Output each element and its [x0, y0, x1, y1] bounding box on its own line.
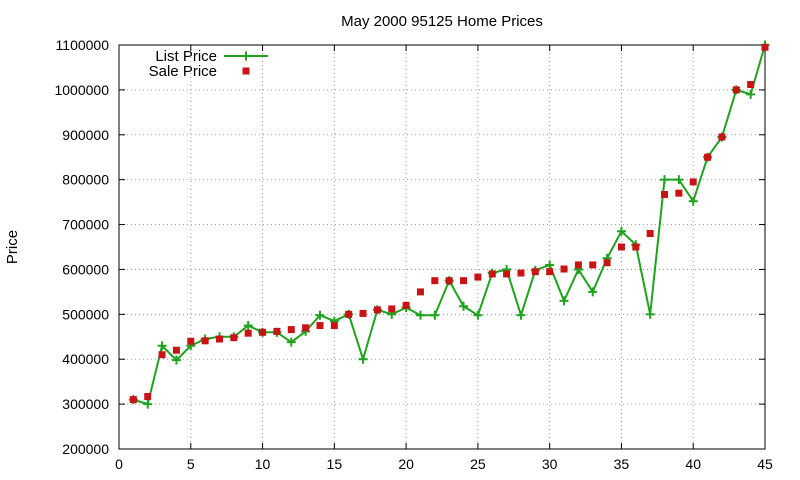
sale-price-point	[345, 310, 353, 318]
sale-price-point	[316, 322, 324, 330]
sale-price-point	[129, 396, 137, 404]
y-tick-label: 400000	[62, 351, 109, 367]
sale-price-point	[402, 301, 410, 309]
plot-frame	[118, 44, 766, 450]
list-price-point	[516, 310, 526, 320]
sale-price-point	[259, 328, 267, 336]
sale-price-point	[617, 243, 625, 251]
x-tick-label: 40	[685, 456, 701, 472]
list-price-point	[674, 175, 684, 185]
sale-price-point	[488, 270, 496, 278]
list-price-point	[660, 175, 670, 185]
sale-price-point	[560, 265, 568, 273]
series	[128, 40, 770, 409]
sale-price-point	[574, 261, 582, 269]
sale-price-point	[201, 337, 209, 345]
sale-price-point	[158, 351, 166, 359]
list-price-point	[243, 321, 253, 331]
sale-price-point	[230, 334, 238, 342]
sale-price-point	[732, 86, 740, 94]
legend: List Price Sale Price	[149, 48, 268, 80]
sale-price-point	[747, 81, 755, 89]
x-tick-label: 45	[757, 456, 773, 472]
y-tick-label: 600000	[62, 261, 109, 277]
x-tick-label: 35	[614, 456, 630, 472]
x-tick-label: 20	[398, 456, 414, 472]
y-tick-label: 500000	[62, 306, 109, 322]
y-axis-label: Price	[4, 230, 21, 264]
sale-price-point	[359, 309, 367, 317]
sale-price-point	[187, 337, 195, 345]
sale-price-point	[373, 306, 381, 314]
sale-price-point	[273, 327, 281, 335]
legend-swatch-sale-price	[242, 67, 250, 75]
sale-price-point	[517, 269, 525, 277]
list-price-point	[588, 287, 598, 297]
list-price-point	[157, 341, 167, 351]
sale-price-point	[474, 273, 482, 281]
sale-price-point	[546, 268, 554, 276]
grid	[119, 45, 765, 449]
y-tick-label: 300000	[62, 396, 109, 412]
chart-title: May 2000 95125 Home Prices	[341, 13, 543, 30]
x-tick-label: 30	[542, 456, 558, 472]
x-tick-label: 15	[327, 456, 343, 472]
list-price-point	[645, 309, 655, 319]
sale-price-point	[603, 259, 611, 267]
legend-marker-list-price	[241, 51, 251, 61]
legend-label-sale-price: Sale Price	[149, 63, 217, 80]
sale-price-point	[661, 190, 669, 198]
sale-price-point	[302, 324, 310, 332]
sale-price-point	[416, 288, 424, 296]
list-price-point	[616, 226, 626, 236]
sale-price-point	[632, 243, 640, 251]
list-price-point	[143, 399, 153, 409]
legend-label-list-price: List Price	[155, 48, 217, 65]
axis-ticks: 0 5 10 15 20 25 30 35 40 45 200000 300000 400000 5000…	[54, 37, 773, 472]
list-price-point	[545, 260, 555, 270]
sale-price-point	[330, 322, 338, 330]
sale-price-point	[503, 270, 511, 278]
list-price-point	[746, 89, 756, 99]
sale-price-point	[388, 305, 396, 313]
list-price-point	[286, 337, 296, 347]
list-price-point	[688, 196, 698, 206]
sale-price-point	[704, 153, 712, 161]
sale-price-point	[445, 277, 453, 285]
sale-price-point	[244, 329, 252, 337]
sale-price-point	[431, 277, 439, 285]
list-price-point	[171, 355, 181, 365]
list-price-point	[473, 310, 483, 320]
sale-price-point	[460, 277, 468, 285]
list-price-point	[415, 310, 425, 320]
sale-price-point	[718, 133, 726, 141]
y-tick-label: 200000	[62, 441, 109, 457]
sale-price-point	[531, 268, 539, 276]
sale-price-point	[172, 346, 180, 354]
y-tick-label: 700000	[62, 217, 109, 233]
sale-price-point	[689, 178, 697, 186]
y-tick-label: 1000000	[54, 82, 109, 98]
sale-price-point	[646, 230, 654, 238]
y-tick-label: 800000	[62, 172, 109, 188]
sale-price-point	[675, 189, 683, 197]
list-price-point	[358, 354, 368, 364]
sale-price-point	[761, 43, 769, 51]
x-tick-label: 0	[115, 456, 123, 472]
x-tick-label: 10	[255, 456, 271, 472]
list-price-point	[315, 310, 325, 320]
list-price-point	[559, 296, 569, 306]
sale-price-point	[215, 335, 223, 343]
sale-price-point	[589, 261, 597, 269]
y-tick-label: 900000	[62, 127, 109, 143]
y-tick-label: 1100000	[56, 37, 110, 53]
list-price-point	[459, 301, 469, 311]
x-tick-label: 25	[470, 456, 486, 472]
sale-price-point	[287, 326, 295, 334]
list-price-point	[430, 310, 440, 320]
x-tick-label: 5	[187, 456, 195, 472]
sale-price-point	[144, 392, 152, 400]
